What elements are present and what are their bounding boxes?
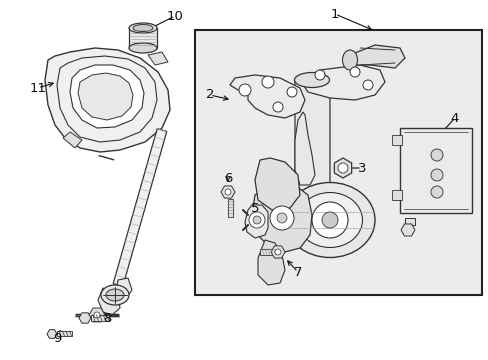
Circle shape <box>94 312 100 318</box>
Polygon shape <box>47 330 57 338</box>
Polygon shape <box>45 48 170 152</box>
Polygon shape <box>294 74 329 225</box>
Circle shape <box>224 189 230 195</box>
Text: 10: 10 <box>166 9 183 22</box>
Polygon shape <box>251 183 311 252</box>
Polygon shape <box>129 28 157 48</box>
Circle shape <box>286 87 296 97</box>
Polygon shape <box>258 240 285 285</box>
Ellipse shape <box>133 24 153 31</box>
Bar <box>260 249 278 255</box>
Text: 5: 5 <box>250 202 259 215</box>
Circle shape <box>430 169 442 181</box>
Circle shape <box>274 249 281 255</box>
Polygon shape <box>57 56 157 142</box>
Ellipse shape <box>129 43 157 53</box>
Ellipse shape <box>129 23 157 33</box>
Circle shape <box>276 213 286 223</box>
Text: 11: 11 <box>29 81 46 94</box>
Circle shape <box>321 212 337 228</box>
Polygon shape <box>63 132 82 148</box>
Circle shape <box>272 102 283 112</box>
Text: 6: 6 <box>224 171 232 184</box>
Polygon shape <box>254 158 299 210</box>
Circle shape <box>314 70 325 80</box>
Text: 4: 4 <box>450 112 458 125</box>
Bar <box>227 199 232 217</box>
Bar <box>195 30 481 295</box>
Polygon shape <box>78 73 133 120</box>
Polygon shape <box>89 308 105 322</box>
Circle shape <box>311 202 347 238</box>
Circle shape <box>349 67 359 77</box>
Circle shape <box>362 80 372 90</box>
Polygon shape <box>334 158 351 178</box>
Text: 3: 3 <box>357 162 366 175</box>
Ellipse shape <box>342 50 357 70</box>
Text: 1: 1 <box>330 8 339 21</box>
Bar <box>391 135 401 145</box>
Ellipse shape <box>106 289 124 301</box>
Text: 7: 7 <box>293 266 302 279</box>
Polygon shape <box>299 65 384 100</box>
Bar <box>57 331 72 336</box>
Text: 9: 9 <box>53 333 61 346</box>
Bar <box>391 190 401 200</box>
Polygon shape <box>347 45 404 68</box>
Polygon shape <box>270 246 285 258</box>
Text: 2: 2 <box>205 89 214 102</box>
Bar <box>91 315 109 321</box>
Polygon shape <box>115 278 132 300</box>
Ellipse shape <box>101 285 129 305</box>
Polygon shape <box>400 224 414 236</box>
Circle shape <box>430 149 442 161</box>
Circle shape <box>269 206 293 230</box>
Circle shape <box>248 212 264 228</box>
Circle shape <box>262 76 273 88</box>
Ellipse shape <box>297 193 362 248</box>
Bar <box>399 128 471 213</box>
Circle shape <box>239 84 250 96</box>
Text: 8: 8 <box>102 311 111 324</box>
Polygon shape <box>294 112 314 185</box>
Polygon shape <box>113 129 166 286</box>
Polygon shape <box>221 186 235 198</box>
Ellipse shape <box>294 72 329 87</box>
Polygon shape <box>79 313 91 323</box>
Polygon shape <box>98 288 120 315</box>
Polygon shape <box>404 218 414 225</box>
Polygon shape <box>70 65 143 128</box>
Circle shape <box>430 186 442 198</box>
Polygon shape <box>244 205 267 238</box>
Polygon shape <box>229 75 305 118</box>
Polygon shape <box>148 52 168 65</box>
Circle shape <box>252 216 261 224</box>
Ellipse shape <box>285 183 374 257</box>
Circle shape <box>337 163 347 173</box>
